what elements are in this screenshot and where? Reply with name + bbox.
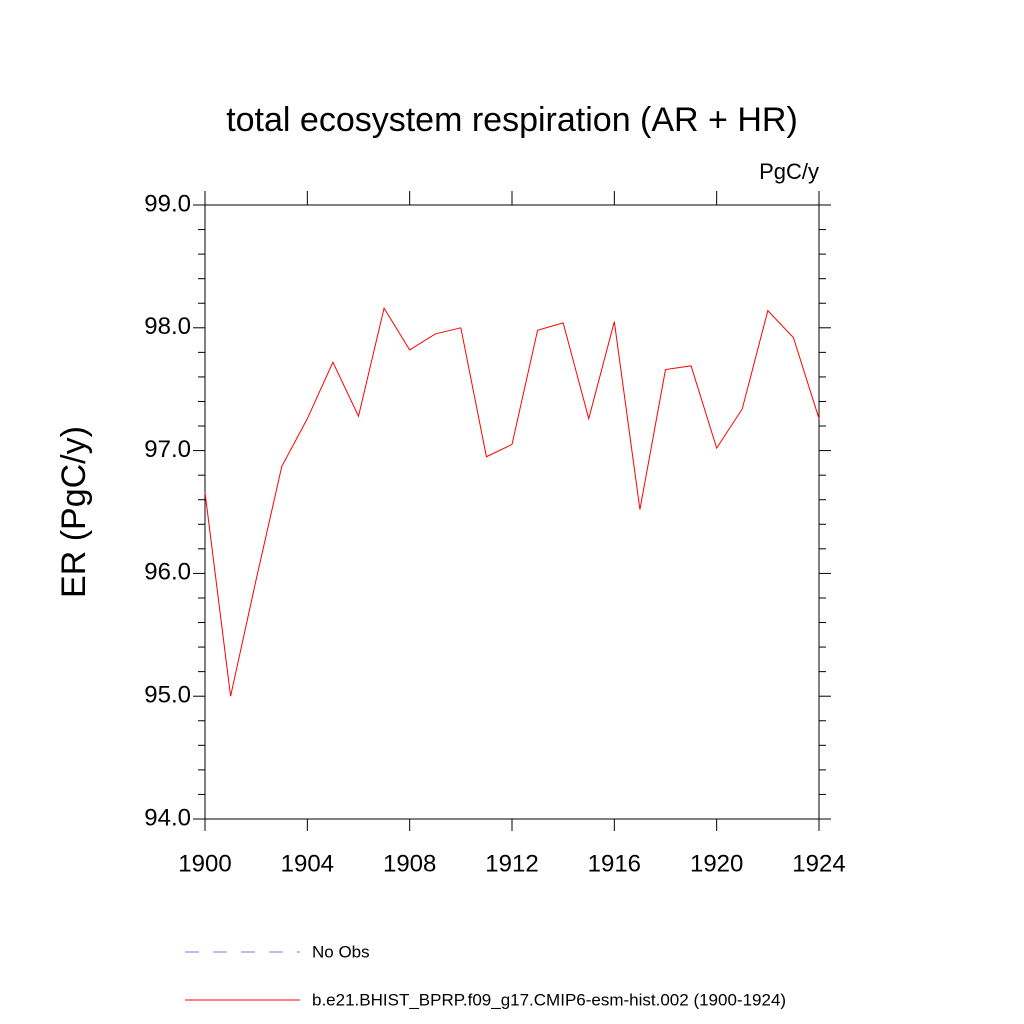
x-tick-label: 1904: [281, 850, 334, 877]
x-tick-label: 1916: [588, 850, 641, 877]
chart-title: total ecosystem respiration (AR + HR): [226, 101, 798, 139]
x-tick-label: 1908: [383, 850, 436, 877]
y-tick-label: 99.0: [144, 190, 191, 217]
legend-label: b.e21.BHIST_BPRP.f09_g17.CMIP6-esm-hist.…: [312, 990, 786, 1009]
y-tick-label: 98.0: [144, 313, 191, 340]
y-tick-label: 97.0: [144, 436, 191, 463]
x-tick-label: 1900: [178, 850, 231, 877]
plot-frame: [204, 204, 820, 820]
x-tick-label: 1912: [485, 850, 538, 877]
x-tick-label: 1920: [690, 850, 743, 877]
x-tick-label: 1924: [792, 850, 845, 877]
legend-label: No Obs: [312, 942, 370, 961]
y-tick-label: 95.0: [144, 682, 191, 709]
data-line: [204, 306, 820, 697]
y-axis-label: ER (PgC/y): [55, 426, 93, 598]
y-tick-label: 94.0: [144, 804, 191, 831]
units-label: PgC/y: [759, 159, 819, 184]
y-tick-label: 96.0: [144, 559, 191, 586]
